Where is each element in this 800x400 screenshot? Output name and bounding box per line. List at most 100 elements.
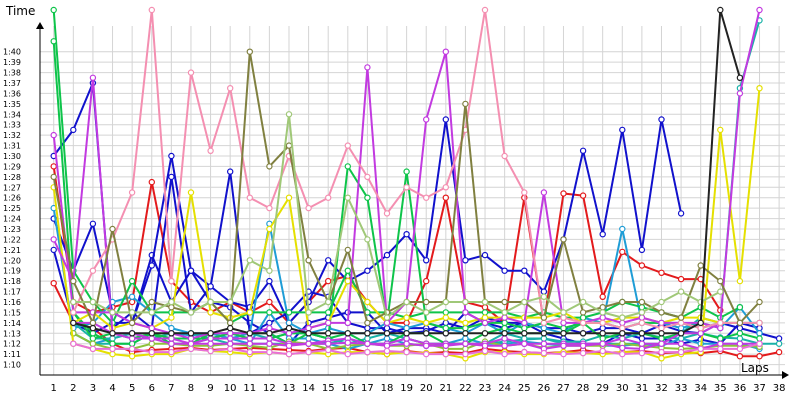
data-point — [364, 194, 371, 201]
data-point — [344, 163, 351, 170]
data-point — [70, 309, 77, 316]
x-tick-label: 1 — [51, 383, 57, 394]
data-point — [717, 6, 724, 14]
x-tick-label: 36 — [734, 383, 747, 394]
data-point — [540, 189, 548, 196]
data-point — [226, 324, 234, 332]
data-point — [658, 330, 665, 337]
data-point — [658, 324, 665, 332]
data-point — [501, 314, 508, 321]
data-point — [521, 348, 528, 356]
data-point — [638, 314, 646, 321]
data-point — [756, 353, 763, 360]
data-point — [246, 194, 253, 201]
x-tick-label: 38 — [773, 383, 786, 394]
data-point — [364, 267, 371, 274]
data-point — [50, 173, 57, 181]
y-tick-label: 1:12 — [3, 340, 21, 349]
data-point — [148, 6, 155, 14]
y-tick-label: 1:25 — [3, 204, 21, 213]
data-point — [462, 345, 469, 353]
y-tick-label: 1:38 — [3, 69, 21, 78]
series-line — [73, 321, 760, 350]
x-tick-label: 21 — [439, 383, 452, 394]
data-point — [599, 309, 606, 316]
data-point — [50, 131, 57, 139]
data-point — [736, 330, 744, 337]
data-point — [226, 330, 234, 337]
data-point — [266, 348, 273, 356]
data-point — [462, 100, 469, 108]
data-point — [599, 340, 606, 347]
data-point — [462, 350, 469, 358]
data-point — [207, 347, 214, 355]
data-point — [128, 277, 136, 285]
data-point — [246, 340, 253, 347]
data-point — [187, 340, 195, 347]
x-tick-label: 6 — [149, 383, 155, 394]
data-point — [481, 347, 489, 355]
data-point — [187, 330, 195, 337]
x-tick-label: 22 — [459, 383, 472, 394]
data-point — [383, 251, 391, 259]
data-point — [383, 314, 391, 321]
data-point — [677, 340, 685, 347]
data-point — [344, 339, 351, 346]
data-point — [89, 220, 97, 227]
data-point — [207, 309, 214, 316]
data-point — [187, 335, 195, 342]
data-point — [364, 319, 371, 327]
data-point — [658, 348, 665, 356]
data-point — [285, 194, 293, 201]
data-point — [305, 204, 312, 212]
data-point — [717, 288, 724, 295]
data-point — [168, 298, 175, 306]
series-23 — [70, 6, 744, 337]
data-point — [148, 324, 155, 332]
data-point — [599, 293, 606, 300]
data-point — [619, 335, 626, 342]
data-point — [109, 335, 116, 342]
y-tick-label: 1:31 — [3, 142, 21, 151]
data-point — [128, 353, 136, 360]
data-point — [246, 330, 253, 337]
data-point — [266, 335, 273, 342]
data-point — [403, 184, 410, 191]
data-point — [658, 319, 665, 327]
x-tick-label: 23 — [479, 383, 492, 394]
data-point — [442, 184, 449, 191]
data-point — [501, 330, 508, 337]
data-point — [481, 251, 489, 259]
data-point — [501, 324, 508, 332]
y-tick-label: 1:35 — [3, 100, 21, 109]
data-point — [540, 349, 548, 357]
x-tick-label: 2 — [70, 383, 76, 394]
y-tick-label: 1:27 — [3, 183, 21, 192]
data-point — [442, 319, 449, 327]
data-point — [266, 277, 273, 285]
y-tick-label: 1:28 — [3, 173, 21, 182]
data-point — [658, 269, 665, 276]
data-point — [325, 277, 332, 285]
y-tick-label: 1:30 — [3, 152, 21, 161]
y-tick-label: 1:16 — [3, 298, 21, 307]
data-point — [579, 319, 587, 327]
data-point — [462, 335, 469, 342]
data-point — [638, 246, 646, 254]
data-point — [344, 194, 351, 201]
x-tick-label: 17 — [361, 383, 374, 394]
data-point — [325, 257, 332, 264]
data-point — [70, 319, 77, 327]
data-point — [677, 275, 685, 283]
series-line — [72, 9, 760, 330]
y-axis-arrow — [36, 22, 44, 29]
data-point — [619, 298, 626, 306]
data-point — [305, 257, 312, 264]
series-15 — [70, 189, 744, 332]
x-tick-label: 37 — [753, 383, 766, 394]
x-tick-label: 3 — [90, 383, 96, 394]
data-point — [756, 6, 763, 14]
data-point — [364, 348, 371, 356]
y-tick-label: 1:20 — [3, 256, 21, 265]
data-point — [344, 319, 351, 327]
